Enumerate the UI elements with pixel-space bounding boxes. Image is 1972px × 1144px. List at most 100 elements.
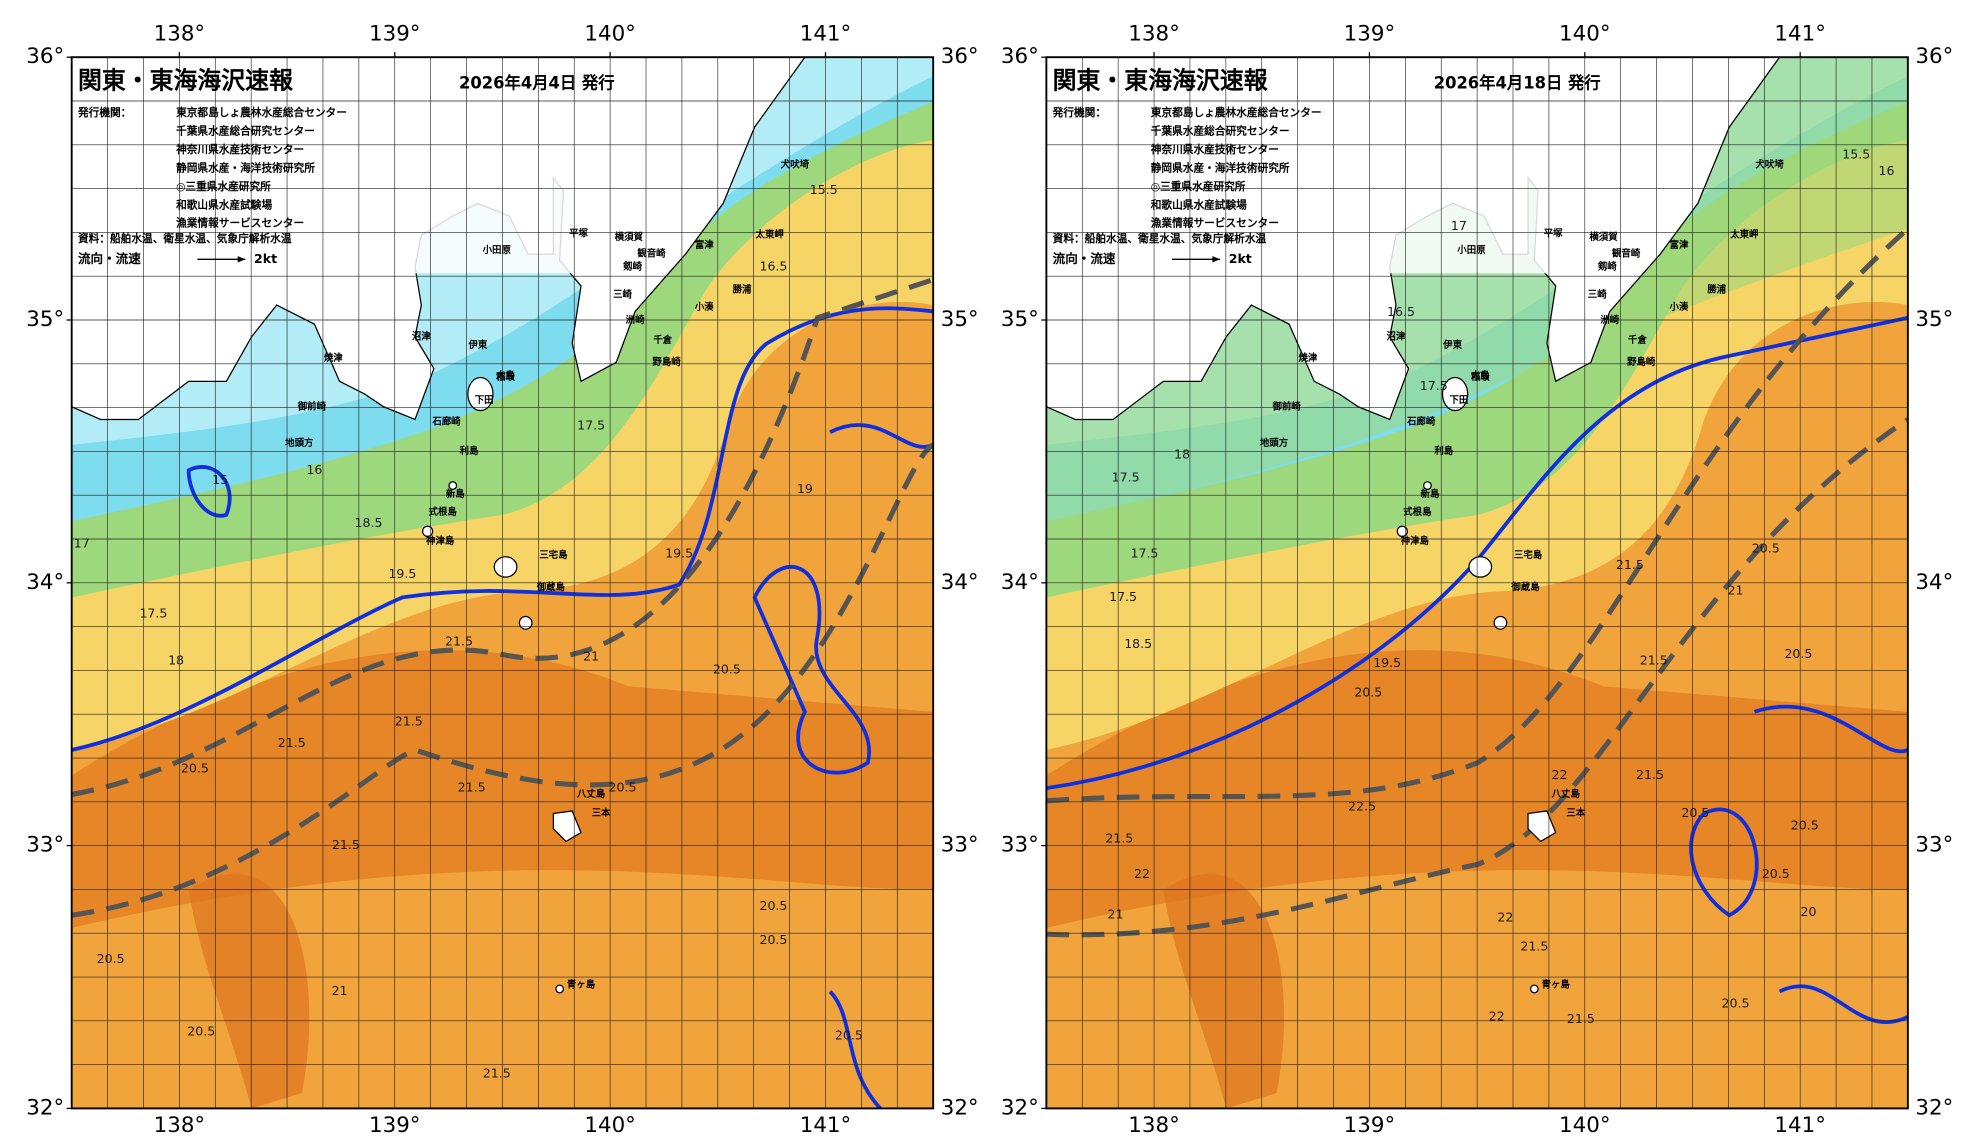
place-name: 神津島	[1401, 535, 1430, 547]
legend-scale: 2kt	[1229, 251, 1252, 266]
contour-label: 20.5	[187, 1024, 215, 1039]
place-name: 地頭方	[285, 437, 314, 449]
lon-tick-label: 141°	[800, 21, 851, 46]
place-name: 御蔵島	[536, 581, 566, 593]
contour-label: 20.5	[97, 951, 125, 966]
lat-tick-label: 32°	[26, 1095, 64, 1120]
lon-tick-label: 140°	[1559, 21, 1610, 46]
legend-arrowhead	[237, 256, 246, 263]
issuer: 静岡県水産・海洋技術研究所	[1151, 161, 1290, 174]
lon-tick-label: 139°	[1344, 1113, 1395, 1138]
place-name: 三宅島	[1514, 549, 1543, 561]
contour-label: 21.5	[1105, 830, 1133, 845]
lat-tick-label: 33°	[941, 833, 979, 858]
place-name: 平塚	[569, 227, 588, 239]
contour-label: 21.5	[1616, 557, 1644, 572]
contour-label: 18	[1174, 447, 1190, 462]
place-name: 青ヶ島	[1542, 979, 1571, 991]
legend-label: 流向・流速	[1053, 251, 1116, 266]
contour-label: 15.5	[1842, 147, 1870, 162]
issuer-label: 発行機関：	[1052, 106, 1106, 119]
issuer: 漁業情報サービスセンター	[176, 217, 304, 230]
place-name: 平塚	[1544, 227, 1563, 239]
contour-label: 20.5	[1681, 805, 1709, 820]
place-name: 三宅島	[539, 549, 568, 561]
contour-label: 20.5	[181, 760, 209, 775]
contour-label: 20.5	[1784, 646, 1812, 661]
issuer: 神奈川県水産技術センター	[1150, 143, 1279, 156]
lat-tick-label: 35°	[26, 307, 64, 332]
place-name: 太東岬	[1730, 229, 1758, 241]
place-name: 三崎	[1588, 288, 1607, 300]
place-name: 伊東	[1442, 339, 1462, 351]
place-name: 御蔵島	[1510, 581, 1540, 593]
data-source: 資料：船舶水温、衛星水温、気象庁解析水温	[1053, 232, 1267, 245]
contour-label: 15	[212, 472, 228, 487]
lat-tick-label: 36°	[26, 44, 64, 69]
contour-label: 16	[306, 462, 322, 477]
place-name: 千倉	[1628, 334, 1647, 346]
place-name: 観音崎	[1612, 248, 1641, 260]
contour-label: 22	[1134, 866, 1150, 881]
place-name: 千倉	[653, 334, 672, 346]
place-name: 焼津	[1299, 352, 1318, 364]
lat-tick-label: 36°	[1915, 44, 1953, 69]
contour-label: 21.5	[458, 780, 486, 795]
place-name: 剱崎	[1597, 260, 1617, 272]
issuer: 東京都島しょ農林水産総合センター	[1151, 106, 1322, 119]
contour-label: 21.5	[1567, 1011, 1595, 1026]
lat-tick-label: 35°	[1001, 307, 1039, 332]
place-name: 洲崎	[626, 314, 645, 326]
contour-label: 19.5	[388, 566, 416, 581]
legend-label: 流向・流速	[78, 251, 141, 266]
legend-arrowhead	[1212, 256, 1220, 263]
contour-label: 20.5	[1791, 818, 1819, 833]
contour-label: 22	[1551, 767, 1567, 782]
contour-label: 22	[1497, 909, 1513, 924]
contour-label: 22	[1489, 1008, 1505, 1023]
contour-label: 17.5	[1420, 378, 1448, 393]
place-name: 神津島	[426, 535, 455, 547]
place-name: 小田原	[1456, 244, 1486, 256]
place-name: 稲取	[496, 371, 515, 383]
contour-label: 21.5	[445, 633, 473, 648]
place-name: 新島	[1421, 488, 1440, 500]
data-source: 資料：船舶水温、衛星水温、気象庁解析水温	[78, 232, 292, 245]
legend-scale: 2kt	[254, 251, 277, 266]
lon-tick-label: 138°	[154, 21, 205, 46]
contour-label: 21.5	[483, 1066, 511, 1081]
place-name: 御前崎	[1271, 400, 1301, 412]
issuer: 千葉県水産総合研究センター	[176, 125, 315, 138]
contour-label: 16.5	[1387, 304, 1415, 319]
lat-tick-label: 33°	[1001, 833, 1039, 858]
contour-label: 20.5	[713, 661, 741, 676]
contour-label: 19	[797, 481, 813, 496]
contour-label: 16.5	[759, 258, 787, 273]
panel-title: 関東・東海海沢速報	[1053, 66, 1269, 94]
lat-tick-label: 34°	[1915, 570, 1953, 595]
contour-label: 17	[1451, 218, 1467, 233]
place-name: 焼津	[324, 352, 343, 364]
contour-label: 20.5	[1752, 541, 1780, 556]
contour-label: 21.5	[1636, 767, 1664, 782]
contour-label: 17	[74, 535, 90, 550]
place-name: 下田	[475, 395, 494, 406]
place-name: 八丈島	[576, 788, 606, 800]
lat-tick-label: 34°	[26, 570, 64, 595]
place-name: 三本	[592, 807, 611, 819]
place-name: 野島崎	[652, 356, 681, 368]
lon-tick-label: 138°	[1128, 21, 1179, 46]
lat-tick-label: 36°	[941, 44, 979, 69]
place-name: 野島崎	[1627, 356, 1656, 368]
issuer: ◎三重県水産研究所	[176, 180, 271, 193]
place-name: 沼津	[1387, 330, 1406, 342]
contour-label: 21.5	[1520, 938, 1548, 953]
lon-tick-label: 138°	[154, 1113, 205, 1138]
place-name: 石廊崎	[1406, 415, 1436, 427]
place-name: 横須賀	[615, 231, 644, 243]
place-name: 式根島	[1403, 506, 1432, 518]
right-map-area	[1046, 57, 1908, 1109]
place-name: 地頭方	[1260, 437, 1289, 449]
